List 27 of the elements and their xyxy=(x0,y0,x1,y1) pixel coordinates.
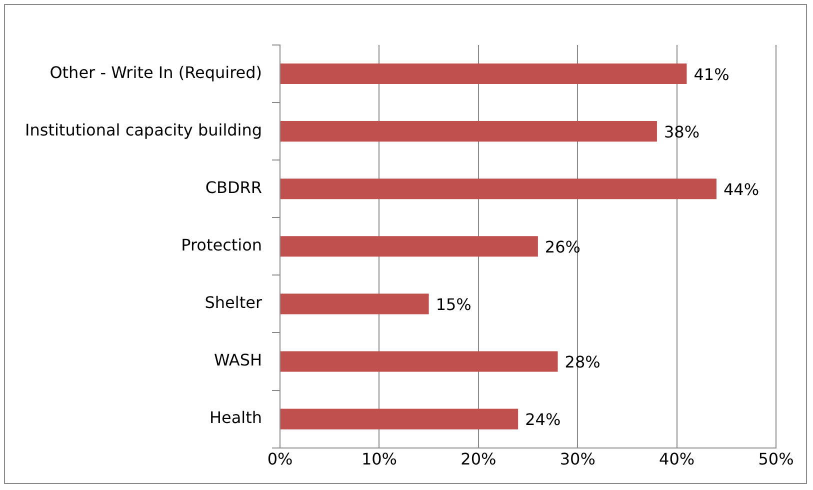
x-tick-label: 0% xyxy=(267,450,293,469)
y-tick-label: WASH xyxy=(214,350,262,370)
y-tick-label: Protection xyxy=(181,236,262,255)
x-tick-label: 40% xyxy=(659,450,695,469)
data-label: 38% xyxy=(664,122,700,142)
x-tick-label: 20% xyxy=(460,450,496,469)
y-tick-label: Other - Write In (Required) xyxy=(50,62,262,82)
bar xyxy=(280,63,687,84)
x-tick-label: 10% xyxy=(361,450,398,469)
data-label: 44% xyxy=(723,180,760,200)
data-label: 41% xyxy=(694,64,730,84)
bar xyxy=(280,408,518,430)
bar xyxy=(280,236,538,257)
data-label: 15% xyxy=(436,295,472,314)
y-tick-label: Shelter xyxy=(204,293,262,312)
bar xyxy=(280,294,429,314)
bar xyxy=(280,121,657,142)
data-label: 28% xyxy=(564,352,600,372)
y-tick-label: Health xyxy=(209,408,262,428)
bar xyxy=(280,351,558,372)
x-tick-label: 50% xyxy=(758,450,794,469)
bar xyxy=(280,178,716,200)
x-tick-label: 30% xyxy=(560,450,596,469)
y-tick-label: Institutional capacity building xyxy=(25,120,262,140)
data-label: 26% xyxy=(544,238,580,257)
data-label: 24% xyxy=(525,410,561,430)
y-tick-label: CBDRR xyxy=(205,178,262,198)
